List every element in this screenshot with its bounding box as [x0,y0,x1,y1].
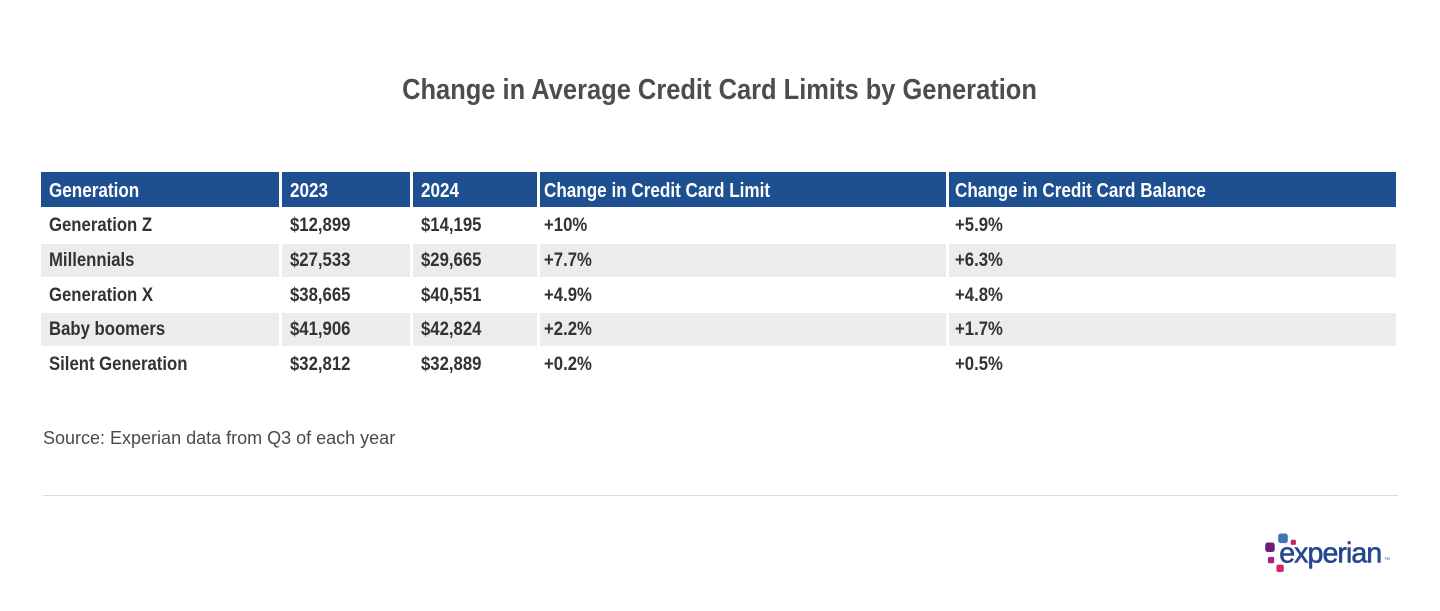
svg-text:™: ™ [1384,557,1390,564]
svg-text:experian: experian [1279,537,1381,569]
